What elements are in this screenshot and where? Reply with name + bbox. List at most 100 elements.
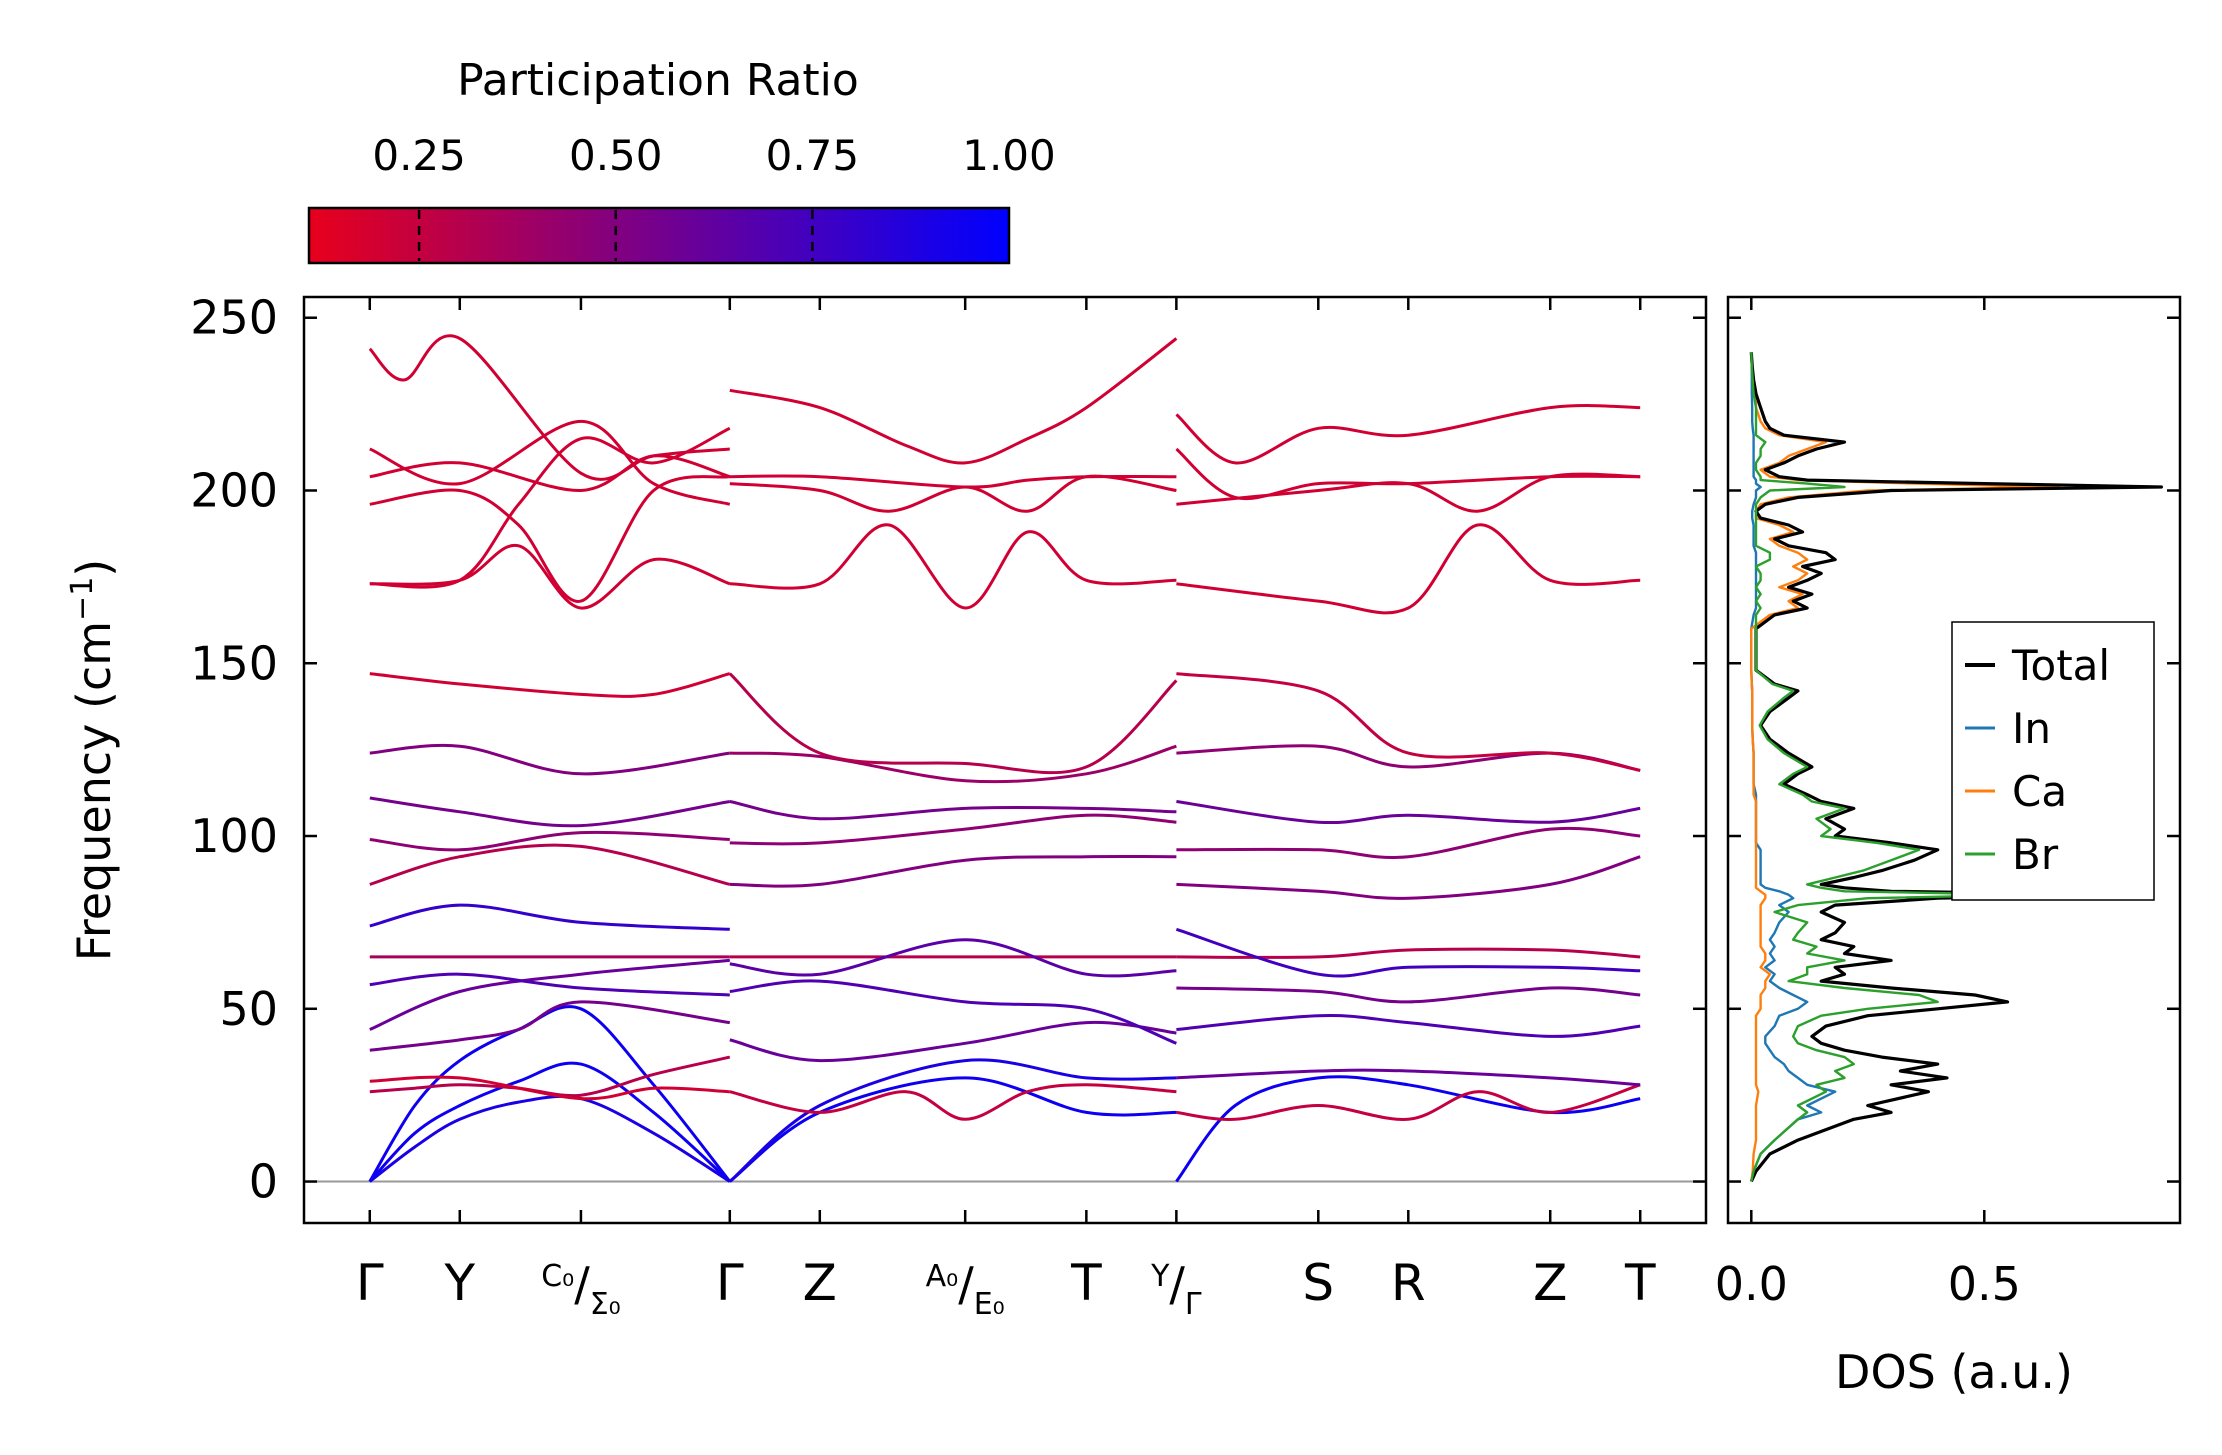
q-point-label-slash: /: [1169, 1257, 1185, 1311]
colorbar-label: Participation Ratio: [457, 55, 859, 106]
q-point-label: C₀/Σ₀: [541, 1257, 620, 1322]
band-45: [1176, 855, 1641, 900]
colorbar-tick-label: 0.25: [372, 131, 466, 180]
band-47: [1176, 800, 1641, 825]
dos-x-axis-label: DOS (a.u.): [1835, 1345, 2073, 1399]
band-20: [369, 419, 731, 506]
band-37: [729, 337, 1178, 465]
y-tick-label: 50: [219, 982, 278, 1036]
y-tick-label: 200: [190, 463, 278, 517]
band-50: [1176, 523, 1641, 615]
dos-panel: 0.0 0.5 DOS (a.u.) Total In Ca Br: [1715, 295, 2182, 1399]
q-point-label: T: [1070, 1254, 1102, 1312]
q-point-label-slash: /: [574, 1257, 590, 1311]
dos-legend: Total In Ca Br: [1951, 621, 2155, 901]
y-tick-label: 0: [249, 1155, 278, 1209]
band-42: [1176, 986, 1641, 1004]
band-y-axis: 0 50 100 150 200 250: [190, 291, 1706, 1209]
q-point-label: Z: [803, 1254, 837, 1312]
y-axis-label: Frequency (cm−1): [65, 559, 121, 962]
dos-curves: [1749, 352, 2163, 1183]
band-43: [1176, 947, 1641, 959]
band-33: [728, 672, 1178, 775]
band-51: [1176, 472, 1641, 513]
band-19: [369, 454, 731, 493]
band-17: [369, 543, 731, 610]
band-36: [729, 474, 1177, 489]
band-24: [729, 1083, 1177, 1121]
y-axis-label-text: Frequency (cm: [67, 621, 121, 961]
q-point-label: Γ: [716, 1254, 744, 1312]
band-29: [729, 854, 1177, 888]
band-1: [368, 1094, 731, 1183]
phonon-bands: [368, 334, 1641, 1183]
band-2: [368, 1061, 731, 1183]
band-44: [1175, 927, 1641, 978]
band-22: [728, 1076, 1177, 1183]
band-7: [369, 958, 730, 1031]
band-13: [369, 796, 731, 828]
y-tick-label: 150: [190, 636, 278, 690]
band-39: [1176, 1083, 1641, 1121]
band-46: [1176, 826, 1641, 859]
band-23: [728, 1058, 1177, 1183]
legend-label-total: Total: [2011, 641, 2110, 690]
band-30: [729, 813, 1177, 846]
colorbar: Participation Ratio 0.25 0.50 0.75 1.00: [307, 55, 1056, 265]
q-point-label-bottom: Σ₀: [590, 1287, 621, 1322]
q-point-label: Y/Γ: [1150, 1257, 1202, 1322]
q-point-label: S: [1302, 1254, 1334, 1312]
band-frame: [302, 295, 1708, 1225]
band-5: [369, 1075, 730, 1101]
band-14: [369, 743, 731, 776]
band-28: [729, 938, 1177, 978]
q-point-label: Γ: [356, 1254, 384, 1312]
band-41: [1176, 1014, 1641, 1038]
legend-label-br: Br: [2012, 830, 2059, 879]
legend-label-ca: Ca: [2012, 767, 2067, 816]
q-point-label-slash: /: [958, 1257, 974, 1311]
band-25: [729, 1020, 1177, 1063]
band-8: [369, 972, 730, 997]
q-point-label: Y: [444, 1254, 476, 1312]
y-tick-label: 250: [190, 291, 278, 345]
y-axis-label-close: ): [67, 559, 121, 577]
band-26: [729, 979, 1177, 1045]
band-x-axis: Γ Y C₀/Σ₀ Γ Z A₀/E₀ T Y/Γ S R Z T: [356, 297, 1656, 1322]
colorbar-gradient: [307, 206, 1011, 265]
q-point-label: Z: [1533, 1254, 1567, 1312]
dos-x-tick-label: 0.0: [1715, 1257, 1788, 1311]
dos-axes: 0.0 0.5: [1715, 297, 2180, 1311]
dos-frame: [1726, 295, 2182, 1225]
band-52: [1175, 447, 1641, 500]
band-15: [369, 672, 731, 698]
band-31: [729, 800, 1177, 821]
band-10: [369, 903, 730, 931]
band-32: [729, 744, 1177, 784]
band-34: [729, 523, 1177, 610]
dos-curve-br: [1750, 352, 2033, 1182]
colorbar-tick-label: 0.50: [569, 131, 663, 180]
q-point-label: R: [1391, 1254, 1426, 1312]
q-point-label: T: [1624, 1254, 1656, 1312]
dos-curve-total: [1749, 352, 2163, 1183]
segment-breaks: [729, 297, 1177, 1223]
band-12: [369, 830, 730, 852]
band-6: [369, 1000, 731, 1052]
band-40: [1176, 1068, 1641, 1087]
band-53: [1175, 404, 1641, 465]
colorbar-ticks: 0.25 0.50 0.75 1.00: [372, 131, 1056, 261]
colorbar-tick-label: 0.75: [766, 131, 860, 180]
band-11: [369, 843, 731, 886]
colorbar-tick-label: 1.00: [962, 131, 1056, 180]
q-point-label-top: A₀: [926, 1259, 959, 1294]
dos-curve-in: [1750, 352, 1837, 1182]
band-21: [368, 334, 730, 481]
y-axis-label-sup: −1: [65, 577, 100, 621]
y-tick-label: 100: [190, 809, 278, 863]
band-38: [1175, 1075, 1641, 1183]
dos-x-tick-label: 0.5: [1948, 1257, 2021, 1311]
legend-label-in: In: [2012, 704, 2051, 753]
